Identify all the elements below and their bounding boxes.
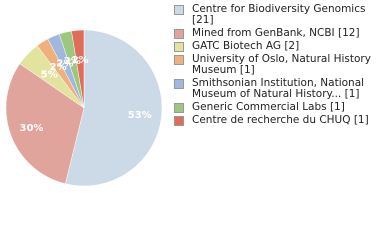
legend-entry: Mined from GenBank, NCBI [12] — [174, 28, 374, 39]
legend-swatch — [174, 29, 184, 39]
legend-swatch — [174, 79, 184, 89]
legend-swatch — [174, 5, 184, 15]
legend-entry: Smithsonian Institution, National Museum… — [174, 78, 374, 100]
pie-slice — [65, 29, 163, 187]
legend: Centre for Biodiversity Genomics [21] Min… — [174, 4, 374, 128]
pie-chart: 53%30%5%2%2%2%2% — [5, 29, 163, 187]
legend-swatch — [174, 103, 184, 113]
data-label: 30% — [20, 123, 44, 134]
legend-label: Generic Commercial Labs [1] — [192, 101, 345, 113]
legend-swatch — [174, 116, 184, 126]
data-label: 2% — [50, 62, 67, 73]
data-label: 2% — [64, 56, 81, 67]
legend-swatch — [174, 55, 184, 65]
legend-label: Mined from GenBank, NCBI [12] — [192, 27, 360, 39]
legend-label: GATC Biotech AG [2] — [192, 40, 300, 52]
legend-label: Centre for Biodiversity Genomics [21] — [192, 3, 366, 26]
legend-entry: Generic Commercial Labs [1] — [174, 102, 374, 113]
pie-slice — [5, 63, 85, 185]
legend-entry: GATC Biotech AG [2] — [174, 41, 374, 52]
legend-entry: Centre for Biodiversity Genomics [21] — [174, 4, 374, 26]
legend-entry: University of Oslo, Natural History Muse… — [174, 54, 374, 76]
legend-swatch — [174, 42, 184, 52]
legend-label: Smithsonian Institution, National Museum… — [192, 77, 365, 100]
legend-entry: Centre de recherche du CHUQ [1] — [174, 115, 374, 126]
pie-slice — [71, 29, 85, 109]
data-label: 5% — [41, 69, 58, 80]
legend-label: Centre de recherche du CHUQ [1] — [192, 114, 369, 126]
legend-label: University of Oslo, Natural History Muse… — [192, 53, 371, 76]
data-label: 53% — [128, 110, 152, 121]
data-label: 2% — [57, 59, 74, 70]
data-label: 2% — [72, 55, 89, 66]
